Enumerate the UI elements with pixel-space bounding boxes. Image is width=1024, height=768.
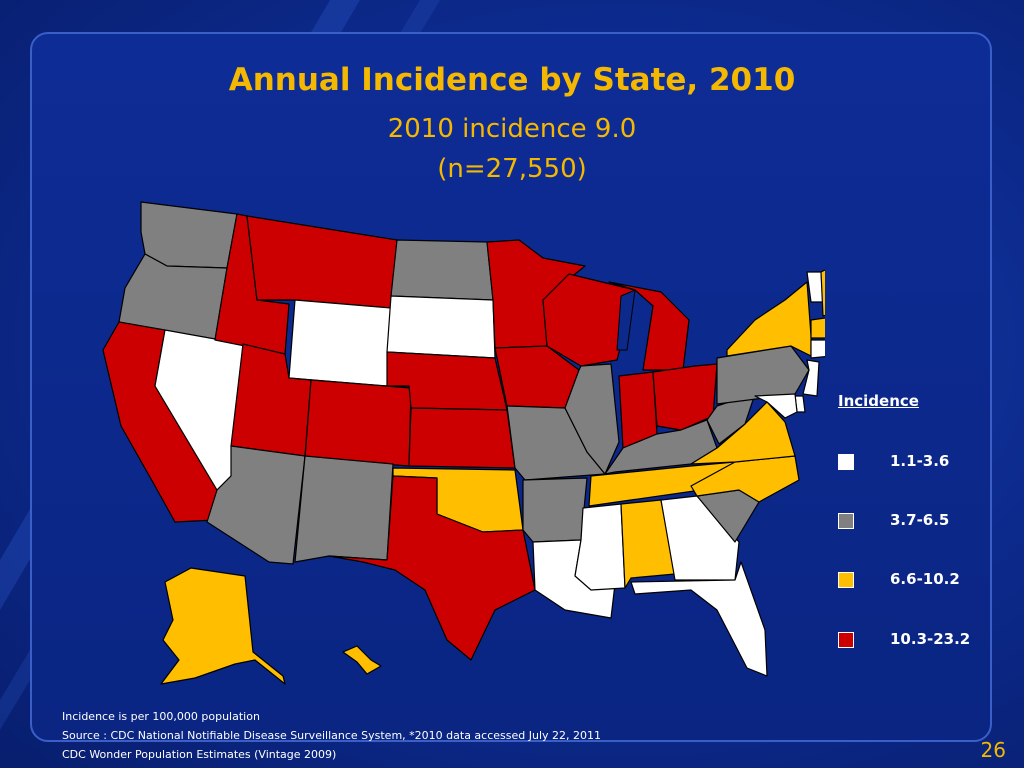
legend-swatch (838, 513, 854, 529)
legend-title: Incidence (838, 392, 919, 410)
state-TX (328, 475, 536, 661)
state-AR (522, 477, 588, 543)
state-MD (754, 393, 798, 419)
legend-swatch (838, 572, 854, 588)
state-VA (690, 401, 796, 465)
legend-label: 10.3-23.2 (890, 630, 971, 648)
slide-title: Annual Incidence by State, 2010 (228, 62, 796, 98)
state-MA (810, 317, 825, 339)
state-IL (564, 363, 620, 475)
footnote-source: Source : CDC National Notifiable Disease… (62, 729, 601, 742)
state-FL (630, 561, 768, 677)
state-WI (542, 273, 636, 367)
state-WA (140, 201, 238, 269)
state-AL (620, 499, 676, 589)
state-MS (574, 503, 626, 591)
state-MI (608, 281, 690, 371)
state-NY (726, 281, 812, 357)
legend-label: 1.1-3.6 (890, 452, 950, 470)
state-WY (288, 299, 392, 387)
slide-number: 26 (980, 738, 1006, 762)
state-KS (408, 407, 516, 469)
state-NH (820, 269, 825, 317)
state-MT (246, 215, 398, 309)
legend-swatch (838, 632, 854, 648)
state-HI (342, 645, 382, 675)
state-VT (806, 271, 824, 303)
state-NJ (802, 359, 820, 397)
state-SD (386, 295, 496, 359)
legend-label: 3.7-6.5 (890, 511, 950, 529)
state-AK (160, 567, 286, 685)
great-lakes (616, 289, 636, 351)
state-ND (390, 239, 494, 301)
state-NM (294, 455, 394, 563)
state-CO (304, 379, 412, 467)
footnote-population: Incidence is per 100,000 population (62, 710, 260, 723)
footnote-wonder: CDC Wonder Population Estimates (Vintage… (62, 748, 337, 761)
legend-label: 6.6-10.2 (890, 570, 960, 588)
subtitle-incidence: 2010 incidence 9.0 (387, 114, 637, 144)
subtitle-count: (n=27,550) (437, 154, 587, 184)
legend-swatch (838, 454, 854, 470)
state-CT (810, 339, 825, 359)
state-GA (660, 495, 740, 581)
us-incidence-map (102, 201, 825, 685)
